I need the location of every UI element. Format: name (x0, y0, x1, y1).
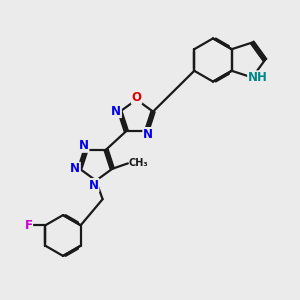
Text: N: N (89, 178, 99, 192)
Text: F: F (25, 219, 32, 232)
Text: N: N (111, 104, 122, 118)
Text: CH₃: CH₃ (129, 158, 148, 168)
Text: NH: NH (248, 71, 268, 84)
Text: N: N (70, 162, 80, 175)
Text: O: O (131, 91, 142, 104)
Text: N: N (143, 128, 153, 141)
Text: N: N (79, 139, 89, 152)
